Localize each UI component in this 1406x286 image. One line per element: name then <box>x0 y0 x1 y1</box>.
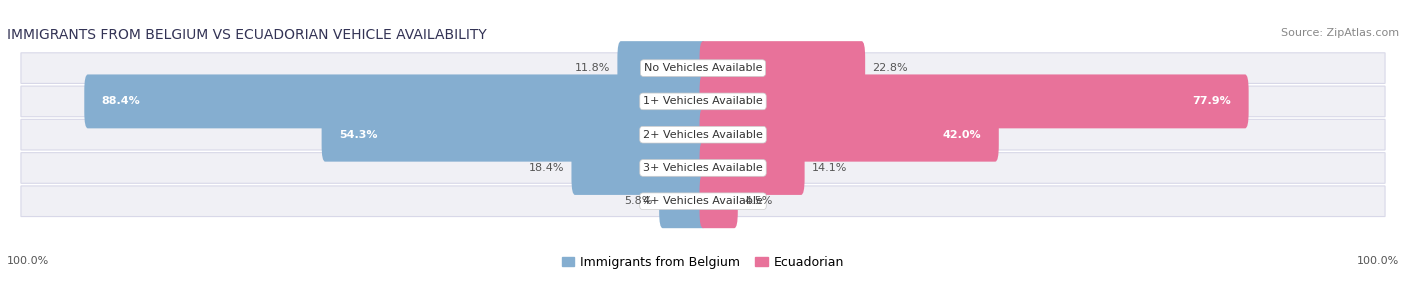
FancyBboxPatch shape <box>700 41 865 95</box>
Text: 2+ Vehicles Available: 2+ Vehicles Available <box>643 130 763 140</box>
Legend: Immigrants from Belgium, Ecuadorian: Immigrants from Belgium, Ecuadorian <box>557 251 849 274</box>
Text: 1+ Vehicles Available: 1+ Vehicles Available <box>643 96 763 106</box>
Text: 4+ Vehicles Available: 4+ Vehicles Available <box>643 196 763 206</box>
Text: No Vehicles Available: No Vehicles Available <box>644 63 762 73</box>
FancyBboxPatch shape <box>700 74 1249 128</box>
Text: 5.8%: 5.8% <box>624 196 652 206</box>
Text: 42.0%: 42.0% <box>943 130 981 140</box>
Text: 54.3%: 54.3% <box>339 130 377 140</box>
FancyBboxPatch shape <box>21 86 1385 117</box>
Text: 22.8%: 22.8% <box>872 63 908 73</box>
FancyBboxPatch shape <box>700 141 804 195</box>
FancyBboxPatch shape <box>659 174 706 228</box>
Text: 4.5%: 4.5% <box>745 196 773 206</box>
Text: 18.4%: 18.4% <box>529 163 564 173</box>
Text: 88.4%: 88.4% <box>101 96 141 106</box>
FancyBboxPatch shape <box>322 108 706 162</box>
Text: 14.1%: 14.1% <box>811 163 846 173</box>
Text: 11.8%: 11.8% <box>575 63 610 73</box>
FancyBboxPatch shape <box>700 174 738 228</box>
Text: 100.0%: 100.0% <box>1357 257 1399 267</box>
FancyBboxPatch shape <box>84 74 706 128</box>
Text: 3+ Vehicles Available: 3+ Vehicles Available <box>643 163 763 173</box>
Text: 77.9%: 77.9% <box>1192 96 1232 106</box>
FancyBboxPatch shape <box>21 53 1385 84</box>
Text: IMMIGRANTS FROM BELGIUM VS ECUADORIAN VEHICLE AVAILABILITY: IMMIGRANTS FROM BELGIUM VS ECUADORIAN VE… <box>7 28 486 42</box>
FancyBboxPatch shape <box>617 41 706 95</box>
FancyBboxPatch shape <box>700 108 998 162</box>
Text: 100.0%: 100.0% <box>7 257 49 267</box>
FancyBboxPatch shape <box>21 153 1385 183</box>
FancyBboxPatch shape <box>21 119 1385 150</box>
FancyBboxPatch shape <box>21 186 1385 217</box>
Text: Source: ZipAtlas.com: Source: ZipAtlas.com <box>1281 28 1399 38</box>
FancyBboxPatch shape <box>571 141 706 195</box>
